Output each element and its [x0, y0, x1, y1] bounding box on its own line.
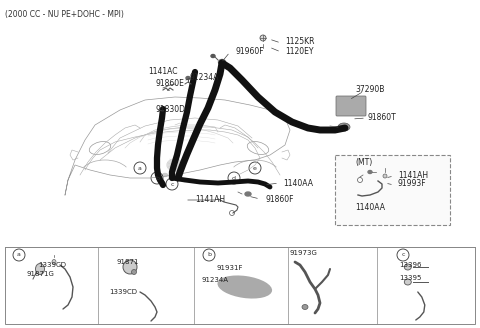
- Text: c: c: [401, 253, 405, 257]
- Ellipse shape: [218, 59, 226, 65]
- Text: 1140AA: 1140AA: [283, 178, 313, 188]
- Text: 91234A: 91234A: [190, 73, 219, 83]
- Text: 91830D: 91830D: [155, 105, 185, 113]
- Ellipse shape: [404, 264, 411, 270]
- Ellipse shape: [302, 304, 308, 310]
- Text: 1141AC: 1141AC: [148, 68, 178, 76]
- Ellipse shape: [132, 270, 136, 275]
- Text: b: b: [155, 175, 159, 180]
- Ellipse shape: [260, 35, 266, 41]
- Text: 1339CD: 1339CD: [38, 262, 66, 268]
- Text: 1125KR: 1125KR: [285, 37, 314, 47]
- Text: 91860F: 91860F: [265, 195, 293, 203]
- Ellipse shape: [36, 263, 45, 275]
- Ellipse shape: [52, 259, 56, 264]
- Ellipse shape: [176, 176, 180, 179]
- Text: 1120EY: 1120EY: [285, 47, 313, 55]
- Text: 91871: 91871: [117, 259, 139, 265]
- Text: 91860E: 91860E: [155, 78, 184, 88]
- Ellipse shape: [186, 76, 190, 79]
- FancyBboxPatch shape: [335, 155, 450, 225]
- Text: 91973G: 91973G: [289, 250, 317, 256]
- Text: a: a: [17, 253, 21, 257]
- Text: c: c: [170, 181, 174, 187]
- Ellipse shape: [217, 276, 272, 298]
- Ellipse shape: [404, 279, 411, 285]
- Text: b: b: [207, 253, 211, 257]
- Text: 37290B: 37290B: [355, 86, 384, 94]
- Bar: [5, 247, 475, 324]
- Text: 13395: 13395: [399, 275, 422, 281]
- Ellipse shape: [123, 260, 137, 274]
- Ellipse shape: [245, 192, 251, 196]
- Text: a: a: [138, 166, 142, 171]
- Text: d: d: [232, 175, 236, 180]
- Ellipse shape: [368, 171, 372, 174]
- Ellipse shape: [163, 174, 168, 176]
- Text: (2000 CC - NU PE+DOHC - MPI): (2000 CC - NU PE+DOHC - MPI): [5, 10, 124, 19]
- Text: 1141AH: 1141AH: [398, 171, 428, 179]
- Ellipse shape: [338, 123, 350, 131]
- Text: 1339CD: 1339CD: [109, 289, 137, 295]
- Text: 91960F: 91960F: [236, 48, 264, 56]
- Text: e: e: [253, 166, 257, 171]
- Text: (MT): (MT): [355, 157, 372, 167]
- FancyBboxPatch shape: [336, 96, 366, 116]
- Text: 91931F: 91931F: [217, 265, 243, 271]
- Ellipse shape: [383, 174, 387, 178]
- Text: 91860T: 91860T: [368, 113, 397, 121]
- Text: 1140AA: 1140AA: [355, 203, 385, 213]
- Ellipse shape: [167, 159, 183, 171]
- Ellipse shape: [182, 178, 188, 181]
- Text: 91993F: 91993F: [398, 179, 427, 189]
- Ellipse shape: [211, 54, 215, 57]
- Text: 91871G: 91871G: [26, 271, 54, 277]
- Text: 91234A: 91234A: [202, 277, 228, 283]
- Text: 13396: 13396: [399, 262, 422, 268]
- Text: 1141AH: 1141AH: [195, 195, 225, 203]
